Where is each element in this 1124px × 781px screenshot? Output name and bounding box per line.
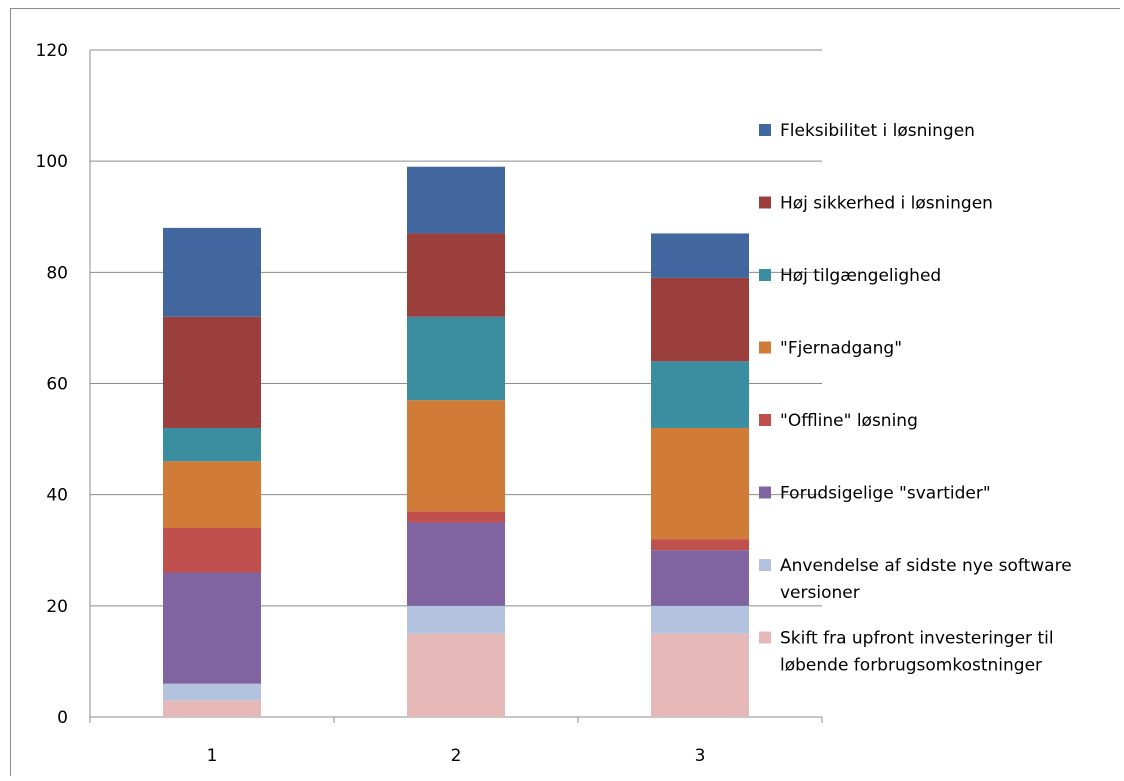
bar-segment	[163, 461, 261, 529]
legend-swatch	[759, 269, 771, 281]
y-tick-label: 80	[46, 263, 68, 283]
legend-swatch	[759, 341, 771, 354]
y-tick-label: 20	[46, 597, 68, 617]
y-tick-label: 40	[46, 486, 68, 506]
bar-segment	[407, 522, 505, 606]
legend-swatch	[759, 124, 771, 136]
bar-segment	[407, 633, 505, 717]
bar-segment	[163, 700, 261, 717]
bar-segment	[651, 427, 749, 540]
chart-frame	[10, 8, 1120, 776]
bar-segment	[407, 316, 505, 401]
legend-swatch	[759, 559, 771, 571]
bar-segment	[407, 605, 505, 634]
x-tick-label: 1	[207, 746, 218, 766]
bar-segment	[651, 539, 749, 551]
legend-label-line: Skift fra upfront investeringer til	[780, 629, 1054, 649]
bar-segment	[407, 511, 505, 523]
bar-segment	[651, 605, 749, 634]
bar-segment	[651, 361, 749, 428]
legend-swatch	[759, 631, 771, 644]
y-tick-label: 0	[57, 708, 68, 728]
legend-label: "Fjernadgang"	[780, 339, 902, 359]
y-tick-label: 100	[36, 152, 68, 172]
legend-label-line: Høj sikkerhed i løsningen	[780, 194, 993, 214]
legend-swatch	[759, 486, 771, 499]
legend-label: Skift fra upfront investeringer til løben…	[780, 629, 1054, 676]
bar-segment	[163, 227, 261, 317]
bar-segment	[651, 233, 749, 278]
y-tick-label: 120	[36, 41, 68, 61]
bar-segment	[407, 233, 505, 317]
legend-label-line: versioner	[780, 583, 860, 603]
legend-label-line: "Fjernadgang"	[780, 339, 902, 359]
bar-segment	[407, 166, 505, 234]
legend-label: Forudsigelige "svartider"	[780, 484, 991, 504]
bar-segment	[163, 427, 261, 462]
legend-label-line: Anvendelse af sidste nye software	[780, 556, 1072, 576]
legend-swatch	[759, 196, 771, 209]
legend-label-line: løbende forbrugsomkostninger	[780, 656, 1042, 676]
bar-segment	[651, 550, 749, 606]
x-tick-label: 2	[451, 746, 462, 766]
legend-label-line: Fleksibilitet i løsningen	[780, 121, 975, 141]
bar-segment	[651, 277, 749, 362]
legend-label: "Offline" løsning	[780, 411, 918, 431]
bar-segment	[163, 528, 261, 573]
legend-label: Høj tilgængelighed	[780, 266, 941, 286]
bar-segment	[163, 683, 261, 701]
bar-segment	[407, 400, 505, 512]
legend-label-line: Forudsigelige "svartider"	[780, 484, 991, 504]
legend-label: Høj sikkerhed i løsningen	[780, 194, 993, 214]
legend-label: Anvendelse af sidste nye software version…	[780, 556, 1072, 603]
legend-swatch	[759, 414, 771, 426]
bar-segment	[163, 316, 261, 428]
x-tick-label: 3	[695, 746, 706, 766]
legend-label-line: "Offline" løsning	[780, 411, 918, 431]
bar-segment	[651, 633, 749, 717]
legend-label-line: Høj tilgængelighed	[780, 266, 941, 286]
legend-label: Fleksibilitet i løsningen	[780, 121, 975, 141]
bar-segment	[163, 572, 261, 684]
y-tick-label: 60	[46, 375, 68, 395]
